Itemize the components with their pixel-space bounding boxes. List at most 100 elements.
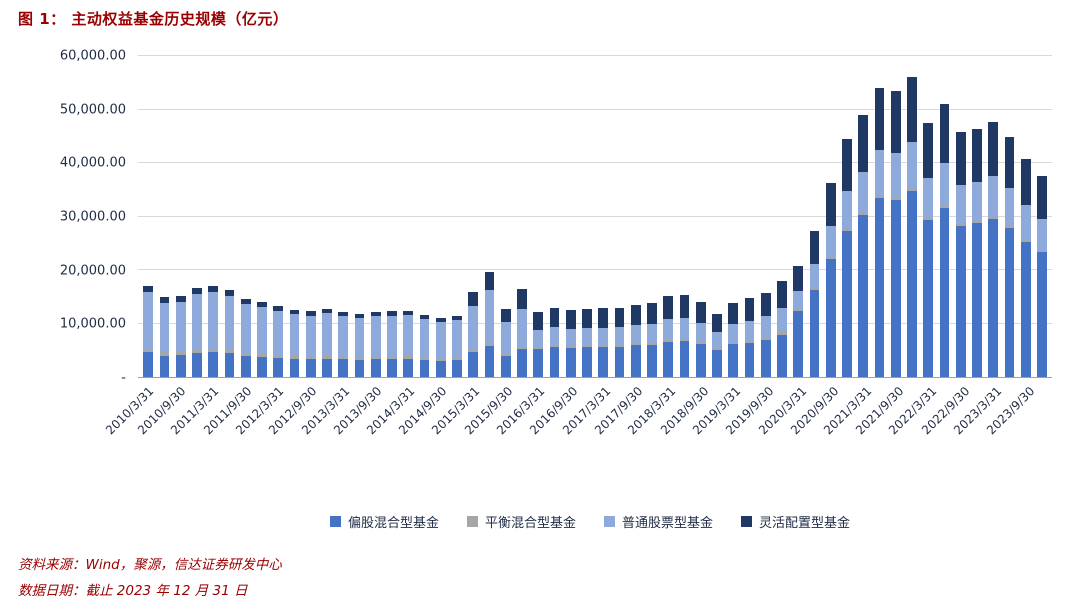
- bar-segment: [257, 353, 267, 357]
- bar-segment: [273, 310, 283, 355]
- chart: - 10,000.00 20,000.00 30,000.00 40,000.00 50,…: [28, 49, 1052, 476]
- bar-segment: [468, 305, 478, 350]
- bar-segment: [370, 359, 381, 377]
- bar-slot: [920, 56, 936, 377]
- bar-slot: [660, 56, 676, 377]
- bar-slot: [254, 56, 270, 377]
- bar-segment: [923, 219, 933, 377]
- bar-segment: [695, 323, 706, 343]
- bar-slot: [985, 56, 1001, 377]
- legend-swatch-icon: [741, 516, 753, 527]
- bar-segment: [452, 320, 462, 359]
- stacked-bar: [322, 56, 332, 377]
- footer: 资料来源：Wind，聚源，信达证券研发中心 数据日期：截止 2023 年 12 …: [18, 552, 282, 604]
- bar-segment: [825, 182, 836, 226]
- bars-container: [138, 56, 1052, 377]
- bar-slot: [351, 56, 367, 377]
- bar-segment: [533, 346, 543, 349]
- bar-segment: [370, 356, 381, 360]
- bar-segment: [598, 346, 608, 377]
- gridline: [138, 269, 1052, 270]
- bar-slot: [709, 56, 725, 377]
- bar-segment: [175, 296, 186, 302]
- bar-segment: [387, 311, 397, 316]
- bar-segment: [1020, 240, 1031, 242]
- bar-segment: [712, 349, 722, 377]
- bar-segment: [354, 318, 365, 358]
- bar-slot: [628, 56, 644, 377]
- bar-segment: [549, 307, 560, 328]
- bar-segment: [939, 162, 950, 207]
- legend-label: 灵活配置型基金: [759, 516, 851, 531]
- stacked-bar: [890, 56, 901, 377]
- bar-slot: [189, 56, 205, 377]
- bar-segment: [143, 352, 153, 377]
- date-note: 数据日期：截止 2023 年 12 月 31 日: [18, 583, 248, 599]
- bar-segment: [890, 152, 901, 199]
- bar-segment: [403, 310, 413, 316]
- bar-segment: [387, 315, 397, 357]
- bar-segment: [858, 171, 868, 214]
- bar-segment: [1004, 187, 1015, 227]
- bar-segment: [338, 356, 348, 360]
- bar-segment: [809, 289, 820, 377]
- bar-segment: [1037, 252, 1047, 377]
- bar-segment: [858, 114, 868, 172]
- stacked-bar: [988, 56, 998, 377]
- bar-slot: [319, 56, 335, 377]
- bar-segment: [517, 309, 527, 347]
- bar-slot: [806, 56, 822, 377]
- bar-segment: [419, 319, 430, 358]
- bar-segment: [289, 358, 300, 377]
- stacked-bar: [240, 56, 251, 377]
- bar-segment: [793, 265, 803, 291]
- bar-segment: [435, 318, 446, 323]
- bar-segment: [598, 327, 608, 345]
- bar-segment: [744, 340, 755, 343]
- bar-segment: [257, 307, 267, 354]
- bar-slot: [368, 56, 384, 377]
- bar-segment: [533, 348, 543, 377]
- bar-segment: [614, 344, 625, 347]
- bar-segment: [874, 150, 885, 197]
- bar-segment: [679, 318, 690, 340]
- bar-segment: [370, 316, 381, 357]
- bar-slot: [1018, 56, 1034, 377]
- stacked-bar: [1004, 56, 1015, 377]
- stacked-bar: [955, 56, 966, 377]
- x-axis: 2010/3/31 2010/9/30 2011/3/31 2011/9/30 2012…: [103, 380, 1052, 474]
- bar-segment: [452, 360, 462, 377]
- bar-slot: [790, 56, 806, 377]
- stacked-bar: [403, 56, 413, 377]
- bar-segment: [289, 314, 300, 357]
- bar-segment: [890, 200, 901, 377]
- stacked-bar: [452, 56, 462, 377]
- bar-segment: [777, 280, 787, 308]
- bar-slot: [1001, 56, 1017, 377]
- bar-segment: [468, 349, 478, 353]
- stacked-bar: [858, 56, 868, 377]
- bar-segment: [565, 347, 576, 377]
- stacked-bar: [630, 56, 641, 377]
- bar-segment: [1004, 227, 1015, 377]
- stacked-bar: [777, 56, 787, 377]
- bar-segment: [972, 129, 982, 183]
- bar-segment: [517, 289, 527, 310]
- bar-segment: [533, 312, 543, 331]
- bar-slot: [156, 56, 172, 377]
- bar-segment: [858, 213, 868, 216]
- bar-segment: [842, 138, 852, 191]
- bar-segment: [760, 316, 771, 338]
- bar-segment: [322, 355, 332, 359]
- bar-segment: [777, 332, 787, 335]
- bar-segment: [582, 327, 592, 346]
- bar-segment: [923, 122, 933, 178]
- bar-segment: [192, 349, 202, 353]
- bar-slot: [741, 56, 757, 377]
- bar-slot: [595, 56, 611, 377]
- bar-segment: [760, 339, 771, 377]
- bar-segment: [842, 190, 852, 229]
- bar-segment: [192, 288, 202, 295]
- bar-slot: [221, 56, 237, 377]
